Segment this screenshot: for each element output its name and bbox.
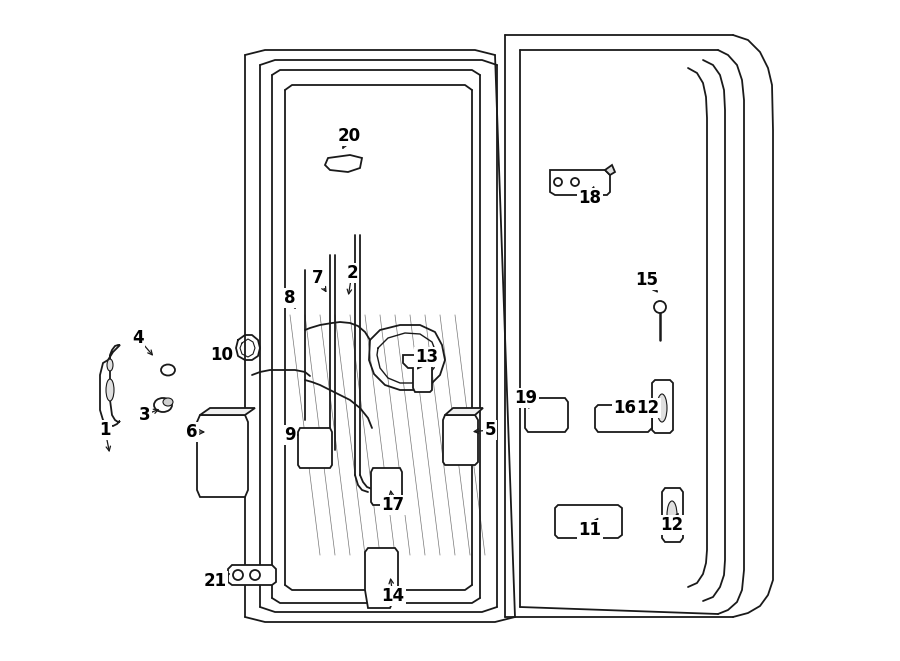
Polygon shape <box>371 468 402 505</box>
Polygon shape <box>443 415 478 465</box>
Text: 8: 8 <box>284 289 296 307</box>
Text: 20: 20 <box>338 127 361 145</box>
Text: 7: 7 <box>312 269 324 287</box>
Text: 11: 11 <box>579 521 601 539</box>
Text: 17: 17 <box>382 496 405 514</box>
Ellipse shape <box>106 379 114 401</box>
Text: 1: 1 <box>99 421 111 439</box>
Text: 3: 3 <box>140 406 151 424</box>
Text: 14: 14 <box>382 587 405 605</box>
Ellipse shape <box>657 394 667 422</box>
Text: 10: 10 <box>211 346 233 364</box>
Polygon shape <box>652 380 673 433</box>
Polygon shape <box>100 345 120 426</box>
Polygon shape <box>595 405 652 432</box>
Ellipse shape <box>667 501 677 529</box>
Text: 21: 21 <box>203 572 227 590</box>
Circle shape <box>233 570 243 580</box>
Ellipse shape <box>107 359 113 371</box>
Polygon shape <box>200 408 255 415</box>
Polygon shape <box>325 155 362 172</box>
Circle shape <box>654 301 666 313</box>
Text: 13: 13 <box>416 348 438 366</box>
Polygon shape <box>605 165 615 175</box>
Polygon shape <box>365 548 398 608</box>
Text: 12: 12 <box>636 399 660 417</box>
Polygon shape <box>197 415 248 497</box>
Polygon shape <box>662 488 683 542</box>
Text: 18: 18 <box>579 189 601 207</box>
Text: 12: 12 <box>661 516 684 534</box>
Polygon shape <box>550 170 610 195</box>
Ellipse shape <box>163 398 173 406</box>
Polygon shape <box>403 355 432 392</box>
Circle shape <box>554 178 562 186</box>
Ellipse shape <box>161 364 175 375</box>
Text: 4: 4 <box>132 329 144 347</box>
Ellipse shape <box>154 398 172 412</box>
Polygon shape <box>228 565 276 585</box>
Text: 19: 19 <box>515 389 537 407</box>
Circle shape <box>250 570 260 580</box>
Polygon shape <box>445 408 483 415</box>
Text: 15: 15 <box>635 271 659 289</box>
Circle shape <box>571 178 579 186</box>
Text: 6: 6 <box>186 423 198 441</box>
Text: 16: 16 <box>614 399 636 417</box>
Polygon shape <box>555 505 622 538</box>
Text: 2: 2 <box>346 264 358 282</box>
Text: 5: 5 <box>484 421 496 439</box>
Polygon shape <box>525 398 568 432</box>
Text: 9: 9 <box>284 426 296 444</box>
Polygon shape <box>298 428 332 468</box>
